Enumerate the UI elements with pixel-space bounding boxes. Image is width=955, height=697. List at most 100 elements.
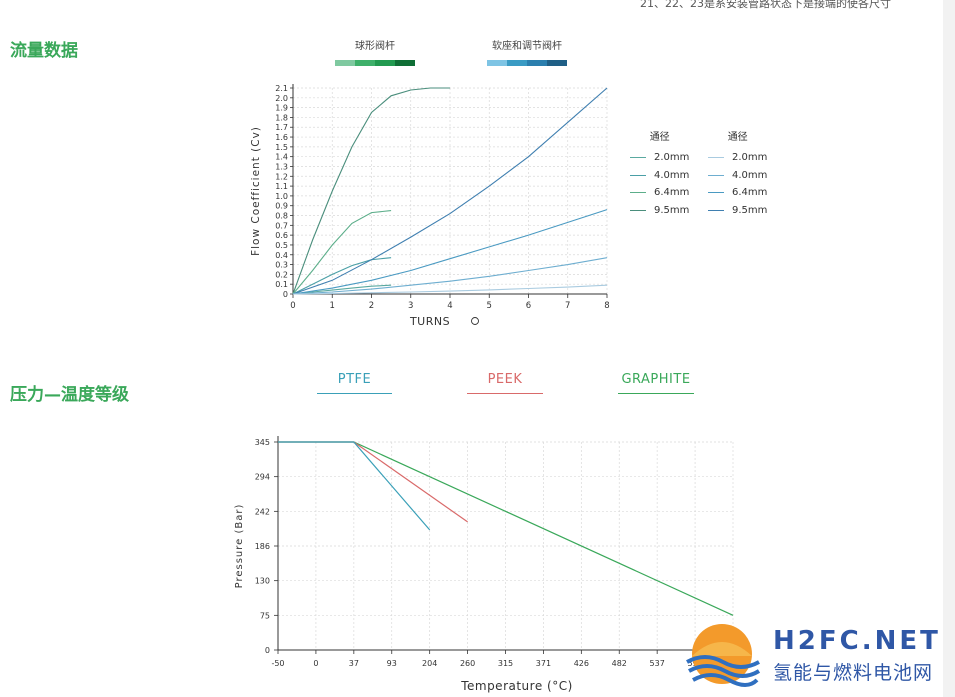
x-tick-label: 7 [565,301,570,311]
y-tick-label: 0.3 [275,261,288,270]
series-line-2.0mm [292,284,392,295]
y-tick-label: 2.0 [275,94,288,103]
legend-item: 6.4mm [630,184,689,202]
x-tick-label: 204 [422,659,437,668]
y-tick-label: 0.9 [275,202,288,211]
series-line-2.0mm [292,284,608,295]
legend-line-icon [708,174,724,176]
swatch [395,60,415,66]
scrollbar-track[interactable] [943,0,955,697]
swatch [507,60,527,66]
h2fc-logo-icon [683,618,761,692]
legend-ptfe: PTFE [317,372,392,394]
legend-item: 4.0mm [708,167,767,185]
x-tick-label: 426 [574,659,589,668]
x-tick-label: 6 [526,301,531,311]
legend-ball-stem-swatches [335,60,415,66]
legend-item: 4.0mm [630,167,689,185]
x-tick-label: 8 [604,301,609,311]
legend-diameter-ball: 通径 2.0mm 4.0mm 6.4mm 9.5mm [630,128,689,219]
legend-item-label: 9.5mm [732,204,768,216]
legend-ball-stem: 球形阀杆 [335,37,415,66]
x-tick-label: -50 [271,659,284,668]
series-line-9.5mm [292,87,450,295]
y-tick-label: 186 [255,542,270,551]
swatch [335,60,355,66]
turn-icon [471,317,479,325]
legend-line-icon [630,209,646,211]
legend-line-icon [708,157,724,159]
legend-item-label: 6.4mm [732,187,768,199]
y-tick-label: 0 [283,290,288,299]
legend-item-label: 2.0mm [654,152,690,164]
flow-section-title: 流量数据 [10,41,78,61]
legend-graphite-line [618,393,694,394]
y-tick-label: 1.3 [275,162,288,171]
y-tick-label: 0.1 [275,280,288,289]
x-tick-label: 0 [313,659,318,668]
series-line-ptfe [278,441,431,531]
legend-line-icon [630,174,646,176]
legend-peek: PEEK [467,372,543,394]
y-tick-label: 0.6 [275,231,288,240]
series-line-4.0mm [292,257,608,295]
y-tick-label: 1.4 [275,153,288,162]
y-tick-label: 0.4 [275,251,288,260]
legend-line-icon [630,192,646,194]
x-tick-label: 0 [290,301,295,311]
legend-header: 通径 [649,132,670,143]
x-axis-label: TURNS [409,315,450,328]
y-tick-label: 75 [260,611,270,620]
pressure-section-title: 压力—温度等级 [10,385,129,405]
y-tick-label: 0 [265,646,270,655]
legend-line-icon [708,209,724,211]
y-axis-label: Pressure (Bar) [234,504,245,589]
legend-item-label: 4.0mm [654,169,690,181]
legend-line-icon [630,157,646,159]
y-tick-label: 0.7 [275,221,288,230]
y-tick-label: 1.5 [275,143,288,152]
swatch [487,60,507,66]
watermark-en: H2FC.NET [773,626,941,656]
y-tick-label: 130 [255,577,270,586]
x-tick-label: 37 [349,659,359,668]
y-tick-label: 1.2 [275,172,288,181]
watermark-cn: 氢能与燃料电池网 [773,662,934,684]
legend-soft-seat-stem: 软座和调节阀杆 [487,37,567,66]
y-tick-label: 1.0 [275,192,288,201]
legend-item-label: 4.0mm [732,169,768,181]
legend-soft-seat-stem-swatches [487,60,567,66]
legend-item-label: 9.5mm [654,204,690,216]
x-tick-label: 260 [460,659,475,668]
swatch [547,60,567,66]
x-tick-label: 482 [612,659,627,668]
x-tick-label: 1 [330,301,335,311]
legend-peek-label: PEEK [487,372,523,387]
series-line-9.5mm [292,87,608,295]
legend-soft-seat-stem-label: 软座和调节阀杆 [492,41,562,52]
x-tick-label: 5 [487,301,492,311]
legend-item: 2.0mm [708,149,767,167]
series-line-peek [278,441,468,523]
x-tick-label: 315 [498,659,513,668]
legend-ball-stem-label: 球形阀杆 [355,41,395,52]
x-tick-label: 2 [369,301,374,311]
y-tick-label: 1.9 [275,104,288,113]
legend-diameter-soft: 通径 2.0mm 4.0mm 6.4mm 9.5mm [708,128,767,219]
legend-peek-line [467,393,543,394]
y-tick-label: 1.6 [275,133,288,142]
legend-ptfe-line [317,393,392,394]
x-tick-label: 93 [387,659,397,668]
legend-item-label: 2.0mm [732,152,768,164]
legend-graphite-label: GRAPHITE [621,372,691,387]
x-tick-label: 4 [447,301,452,311]
swatch [355,60,375,66]
legend-graphite: GRAPHITE [618,372,694,394]
legend-item: 6.4mm [708,184,767,202]
flow-chart: 00.10.20.30.40.50.60.70.80.91.01.11.21.3… [250,84,610,328]
x-tick-label: 371 [536,659,551,668]
header-text: 21、22、23是系安装管路状态下是接端的使各尺寸 [640,0,891,10]
legend-line-icon [708,192,724,194]
y-tick-label: 0.5 [275,241,288,250]
